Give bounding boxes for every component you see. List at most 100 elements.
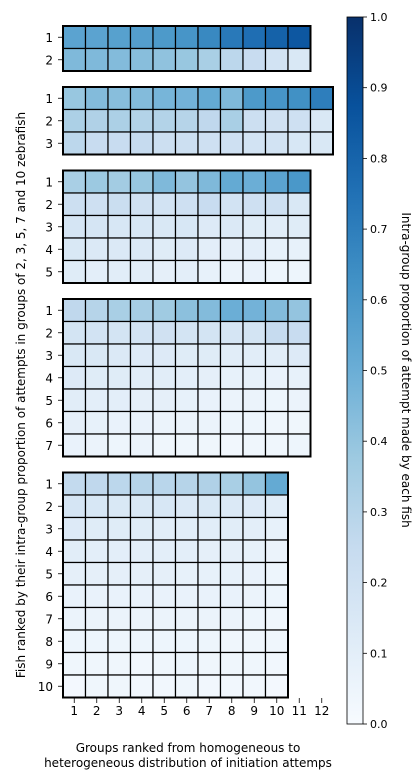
heatmap-cell — [197, 651, 222, 676]
heatmap-cell — [129, 674, 154, 699]
heatmap-cell — [264, 388, 289, 413]
heatmap-cell — [309, 108, 334, 133]
row-tick-label: 1 — [45, 477, 53, 491]
colorbar-tick-label: 0.7 — [370, 223, 388, 236]
x-tick-label: 10 — [269, 704, 284, 718]
heatmap-cell — [62, 131, 87, 156]
heatmap-cell — [107, 471, 132, 496]
row-tick-label: 2 — [45, 326, 53, 340]
heatmap-cell — [62, 320, 87, 345]
row-tick-label: 3 — [45, 522, 53, 536]
row-tick-label: 4 — [45, 545, 53, 559]
heatmap-cell — [152, 516, 177, 541]
heatmap-cell — [84, 561, 109, 586]
heatmap-cell — [84, 25, 109, 50]
heatmap-cell — [287, 108, 312, 133]
heatmap-cell — [152, 192, 177, 217]
heatmap-cell — [219, 214, 244, 239]
heatmap-cell — [287, 214, 312, 239]
heatmap-cell — [107, 539, 132, 564]
x-tick-label: 12 — [314, 704, 329, 718]
heatmap-cell — [174, 674, 199, 699]
heatmap-cell — [197, 192, 222, 217]
heatmap-cell — [264, 651, 289, 676]
heatmap-cell — [242, 471, 267, 496]
heatmap-cell — [129, 108, 154, 133]
panel-frame — [62, 298, 312, 458]
heatmap-cell — [84, 410, 109, 435]
heatmap-cell — [107, 86, 132, 111]
heatmap-cell — [129, 25, 154, 50]
heatmap-cell — [107, 651, 132, 676]
heatmap-cell — [219, 674, 244, 699]
heatmap-cell — [242, 388, 267, 413]
heatmap-cell — [264, 494, 289, 519]
x-tick-label: 7 — [205, 704, 213, 718]
x-tick-label: 8 — [228, 704, 236, 718]
heatmap-cell — [152, 169, 177, 194]
x-tick-label: 1 — [70, 704, 78, 718]
colorbar-tick-label: 0.0 — [370, 718, 388, 731]
heatmap-cell — [107, 494, 132, 519]
heatmap-cell — [107, 259, 132, 284]
heatmap-cell — [197, 433, 222, 458]
heatmap-cell — [62, 674, 87, 699]
heatmap-cell — [84, 320, 109, 345]
heatmap-cell — [197, 47, 222, 72]
heatmap-cell — [197, 410, 222, 435]
heatmap-cell — [62, 388, 87, 413]
heatmap-cell — [309, 86, 334, 111]
row-tick-label: 3 — [45, 349, 53, 363]
heatmap-cell — [84, 388, 109, 413]
heatmap-cell — [62, 606, 87, 631]
colorbar-tick-label: 0.6 — [370, 294, 388, 307]
heatmap-cell — [197, 320, 222, 345]
heatmap-cell — [174, 214, 199, 239]
heatmap-cell — [219, 47, 244, 72]
heatmap-cell — [129, 606, 154, 631]
x-tick-label: 3 — [115, 704, 123, 718]
heatmap-cell — [309, 131, 334, 156]
heatmap-cell — [197, 86, 222, 111]
heatmap-cell — [152, 388, 177, 413]
heatmap-cell — [242, 86, 267, 111]
heatmap-cell — [287, 237, 312, 262]
heatmap-cell — [264, 237, 289, 262]
heatmap-cell — [264, 47, 289, 72]
heatmap-cell — [84, 651, 109, 676]
heatmap-cell — [287, 25, 312, 50]
heatmap-cell — [152, 539, 177, 564]
heatmap-cell — [152, 343, 177, 368]
heatmap-cell — [219, 494, 244, 519]
heatmap-cell — [152, 494, 177, 519]
heatmap-cell — [84, 494, 109, 519]
heatmap-cell — [174, 259, 199, 284]
heatmap-cell — [62, 584, 87, 609]
x-axis-label-line-2: heterogeneous distribution of initiation… — [44, 756, 332, 770]
heatmap-cell — [219, 86, 244, 111]
heatmap-cell — [197, 674, 222, 699]
heatmap-cell — [84, 629, 109, 654]
heatmap-cell — [174, 47, 199, 72]
heatmap-cell — [197, 169, 222, 194]
heatmap-cell — [174, 108, 199, 133]
heatmap-cell — [62, 629, 87, 654]
heatmap-cell — [107, 298, 132, 323]
heatmap-cell — [242, 214, 267, 239]
heatmap-cell — [129, 131, 154, 156]
heatmap-cell — [287, 169, 312, 194]
heatmap-cell — [264, 192, 289, 217]
colorbar-tick-label: 0.5 — [370, 365, 388, 378]
heatmap-cell — [264, 539, 289, 564]
heatmap-cell — [84, 516, 109, 541]
heatmap-cell — [152, 86, 177, 111]
colorbar-tick-label: 0.8 — [370, 152, 388, 165]
heatmap-cell — [197, 584, 222, 609]
x-axis-ticks: 1 2 3 4 5 6 7 8 9 10 11 12 — [70, 698, 329, 718]
heatmap-cell — [129, 192, 154, 217]
heatmap-cell — [242, 561, 267, 586]
heatmap-cell — [219, 561, 244, 586]
heatmap-cell — [174, 629, 199, 654]
x-tick-label: 6 — [183, 704, 191, 718]
heatmap-cell — [197, 237, 222, 262]
